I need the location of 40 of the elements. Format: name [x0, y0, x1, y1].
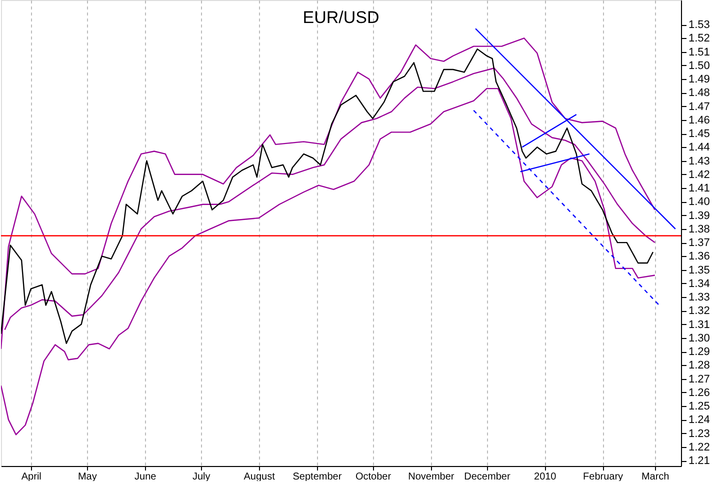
y-tick-label: 1.49 — [688, 74, 710, 86]
y-tick-label: 1.34 — [688, 278, 710, 290]
y-tick-label: 1.39 — [688, 210, 710, 222]
y-tick-label: 1.27 — [688, 373, 710, 386]
y-tick-label: 1.43 — [688, 155, 710, 168]
y-tick-label: 1.23 — [688, 428, 710, 440]
y-tick-label: 1.53 — [688, 19, 710, 32]
y-tick-label: 1.37 — [688, 237, 710, 250]
y-tick-label: 1.21 — [688, 455, 710, 468]
y-tick-label: 1.29 — [688, 346, 710, 358]
y-tick-label: 1.41 — [688, 182, 710, 195]
y-tick-label: 1.40 — [688, 196, 710, 208]
y-tick-label: 1.32 — [688, 305, 710, 318]
x-tick-label: December — [464, 472, 511, 482]
y-tick-label: 1.42 — [688, 168, 710, 181]
y-tick-label: 1.28 — [688, 360, 710, 372]
y-tick-label: 1.50 — [688, 60, 710, 72]
x-tick-label: March — [641, 472, 670, 482]
y-tick-label: 1.31 — [688, 318, 710, 331]
y-tick-label: 1.26 — [688, 386, 710, 399]
y-tick-label: 1.52 — [688, 32, 710, 45]
y-tick-label: 1.47 — [688, 100, 710, 113]
y-tick-label: 1.36 — [688, 250, 710, 263]
y-tick-label: 1.38 — [688, 223, 710, 236]
y-tick-label: 1.30 — [688, 332, 710, 344]
y-tick-label: 1.44 — [688, 142, 710, 154]
y-tick-label: 1.33 — [688, 292, 710, 304]
y-tick-label: 1.46 — [688, 114, 710, 126]
y-tick-label: 1.48 — [688, 87, 710, 100]
x-tick-label: November — [408, 472, 455, 482]
y-tick-label: 1.45 — [688, 128, 710, 140]
y-tick-label: 1.35 — [688, 264, 710, 276]
x-tick-label: June — [134, 472, 157, 482]
y-tick-label: 1.22 — [688, 441, 710, 454]
y-tick-label: 1.51 — [688, 46, 710, 58]
x-tick-label: 2010 — [534, 472, 557, 482]
y-tick-label: 1.24 — [688, 414, 710, 426]
y-tick-label: 1.25 — [688, 400, 710, 413]
chart-title: EUR/USD — [302, 8, 380, 27]
x-tick-label: October — [355, 472, 392, 482]
